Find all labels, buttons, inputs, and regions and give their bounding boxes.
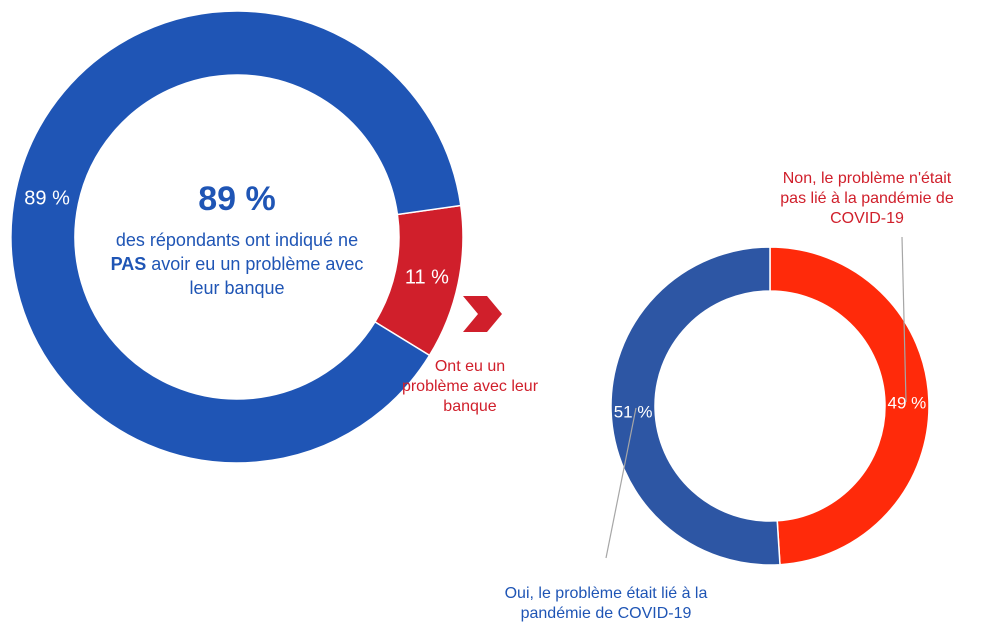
main-donut-chart: 11 % 89 % bbox=[10, 10, 464, 464]
sub-blue-value-label: 51 % bbox=[614, 402, 653, 421]
label-oui-line-1: Oui, le problème était lié à la bbox=[505, 585, 708, 602]
leader-line-oui bbox=[605, 407, 637, 559]
chevron-right-icon bbox=[463, 296, 502, 332]
center-line-2-bold: PAS bbox=[111, 254, 147, 274]
center-percent: 89 % bbox=[198, 180, 276, 218]
center-line-1: des répondants ont indiqué ne bbox=[116, 230, 358, 250]
sub-red-slice bbox=[769, 246, 930, 566]
label-oui-line-2: pandémie de COVID-19 bbox=[521, 605, 692, 622]
category-label-line-1: Ont eu un bbox=[435, 358, 505, 375]
category-label-line-3: banque bbox=[443, 398, 496, 415]
main-blue-slice bbox=[10, 10, 462, 464]
main-blue-value-label: 89 % bbox=[24, 187, 70, 209]
leader-line-non bbox=[901, 236, 907, 403]
category-label-line-2: problème avec leur bbox=[402, 378, 539, 395]
label-non-line-3: COVID-19 bbox=[830, 210, 904, 227]
label-non-line-1: Non, le problème n'était bbox=[783, 170, 952, 187]
sub-blue-slice bbox=[610, 246, 781, 566]
secondary-donut-chart: 49 % 51 % bbox=[610, 246, 930, 566]
label-non-line-2: pas lié à la pandémie de bbox=[780, 190, 954, 207]
sub-red-value-label: 49 % bbox=[888, 394, 927, 413]
center-line-2: PAS avoir eu un problème avec bbox=[111, 254, 364, 274]
center-line-2-rest: avoir eu un problème avec bbox=[146, 254, 363, 274]
main-red-value-label: 11 % bbox=[405, 267, 449, 289]
center-line-3: leur banque bbox=[189, 278, 284, 298]
